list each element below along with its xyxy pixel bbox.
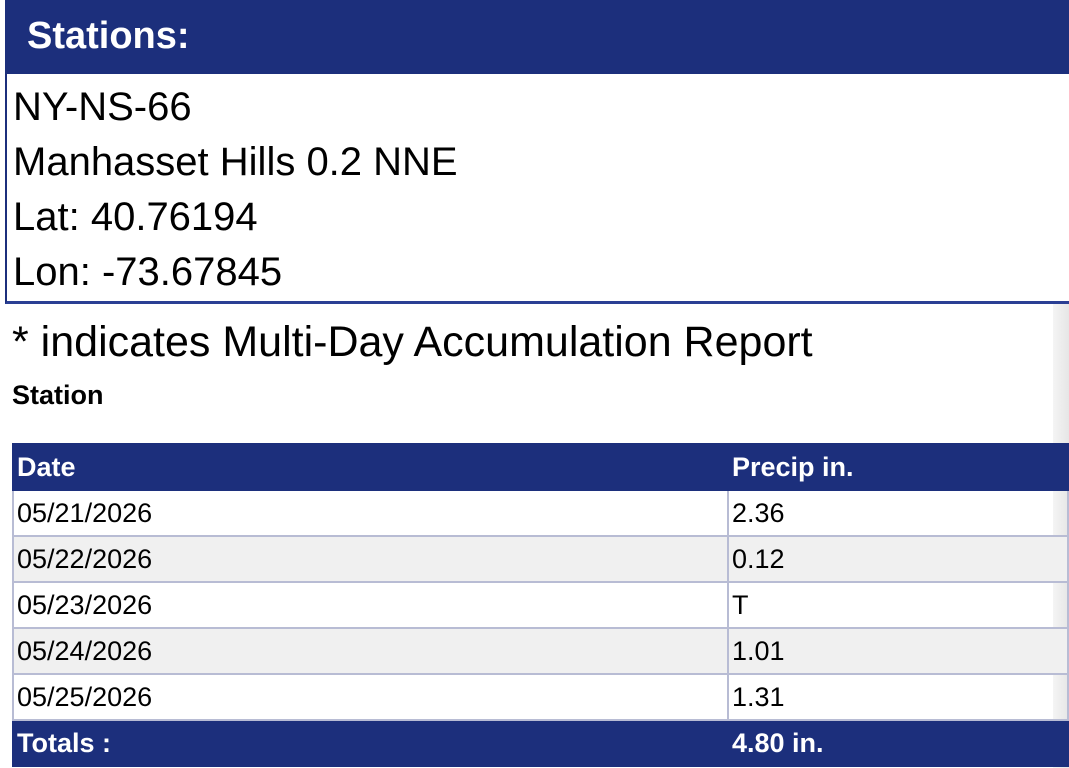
header-cell: Precip in. xyxy=(727,443,1069,491)
data-cell: 1.31 xyxy=(727,673,1069,721)
data-row: 05/23/2026 T xyxy=(12,581,1069,629)
section-label: Station xyxy=(12,380,104,410)
stations-header: Stations: xyxy=(5,0,1069,74)
data-row: 05/25/2026 1.31 xyxy=(12,673,1069,721)
station-lon: Lon: -73.67845 xyxy=(13,250,283,294)
totals-row: Totals :4.80 in. xyxy=(12,719,1069,767)
precip-table: Date Precip in. 05/21/2026 2.36 05/22/2026… xyxy=(12,443,1069,767)
totals-cell: 4.80 in. xyxy=(727,719,1069,767)
stations-panel: NY-NS-66 Manhasset Hills 0.2 NNE Lat: 40… xyxy=(5,74,1069,304)
data-row: 05/22/2026 0.12 xyxy=(12,535,1069,583)
station-id: NY-NS-66 xyxy=(13,85,192,129)
header-cell: Date xyxy=(12,443,729,491)
data-cell: 05/21/2026 xyxy=(12,489,729,537)
data-cell: 1.01 xyxy=(727,627,1069,675)
data-cell: 0.12 xyxy=(727,535,1069,583)
data-cell: 2.36 xyxy=(727,489,1069,537)
data-cell: 05/25/2026 xyxy=(12,673,729,721)
station-lat: Lat: 40.76194 xyxy=(13,195,258,239)
header-row: Date Precip in. xyxy=(12,443,1069,491)
data-cell: 05/22/2026 xyxy=(12,535,729,583)
data-row: 05/24/2026 1.01 xyxy=(12,627,1069,675)
data-cell: 05/24/2026 xyxy=(12,627,729,675)
data-row: 05/21/2026 2.36 xyxy=(12,489,1069,537)
data-cell: 05/23/2026 xyxy=(12,581,729,629)
note: * indicates Multi-Day Accumulation Repor… xyxy=(12,318,813,366)
data-cell: T xyxy=(727,581,1069,629)
station-name: Manhasset Hills 0.2 NNE xyxy=(13,140,458,184)
totals-cell: Totals : xyxy=(12,719,729,767)
